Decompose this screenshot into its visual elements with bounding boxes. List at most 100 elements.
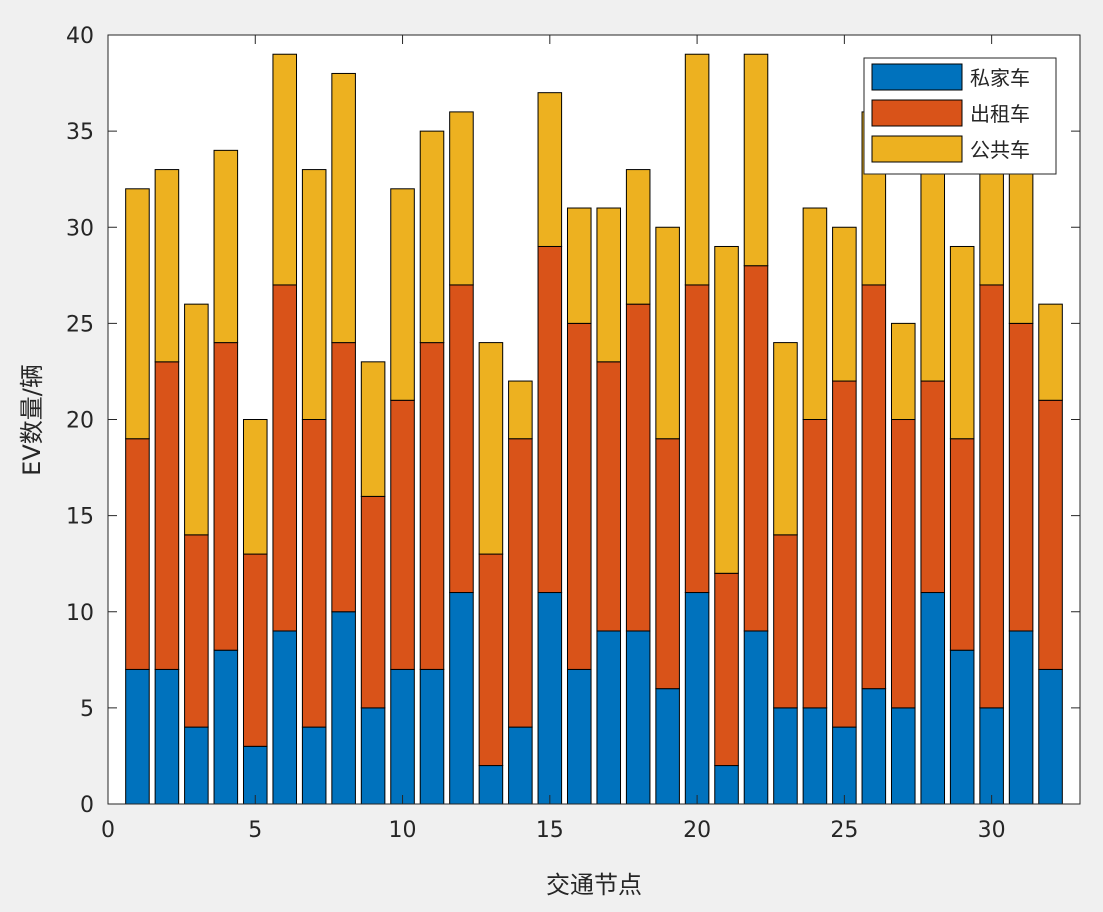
bar-series2-node-15 — [537, 245, 563, 594]
bar-series2-node-7 — [301, 419, 327, 728]
legend-swatch-series1 — [871, 63, 963, 91]
bar-series2-node-23 — [773, 534, 798, 709]
x-tick-label: 20 — [683, 818, 711, 843]
y-tick-label: 25 — [66, 312, 94, 337]
x-tick-label: 30 — [978, 818, 1006, 843]
bar-series2-node-29 — [949, 438, 975, 651]
bars-layer — [125, 53, 1063, 805]
bar-series3-node-22 — [743, 53, 769, 267]
x-tick-label: 10 — [389, 818, 417, 843]
bar-series1-node-27 — [890, 707, 916, 805]
bar-series3-node-21 — [714, 245, 739, 574]
bar-series3-node-29 — [949, 245, 975, 440]
bar-series3-node-27 — [890, 322, 916, 421]
bar-series1-node-8 — [331, 611, 356, 805]
y-axis-label: EV数量/辆 — [18, 364, 46, 476]
bar-series1-node-26 — [861, 688, 887, 805]
bar-series1-node-4 — [213, 649, 239, 805]
bar-series3-node-3 — [184, 303, 209, 536]
bar-series3-node-20 — [684, 53, 710, 286]
bar-series2-node-10 — [390, 399, 415, 670]
y-tick-label: 35 — [66, 120, 94, 145]
bar-series2-node-20 — [684, 284, 710, 594]
bar-series1-node-30 — [979, 707, 1004, 805]
bar-series2-node-18 — [625, 303, 651, 632]
bar-series1-node-17 — [596, 630, 622, 805]
x-tick-label: 0 — [101, 818, 115, 843]
x-tick-label: 25 — [830, 818, 858, 843]
bar-series1-node-1 — [125, 668, 150, 805]
bar-series3-node-14 — [508, 380, 533, 440]
bar-series3-node-5 — [242, 419, 268, 555]
bar-series3-node-16 — [566, 207, 592, 324]
bar-series2-node-9 — [360, 495, 386, 709]
y-tick-label: 0 — [80, 793, 94, 818]
bar-series3-node-2 — [154, 169, 180, 363]
bar-series1-node-20 — [684, 592, 710, 805]
bar-series2-node-24 — [802, 419, 828, 709]
bar-series1-node-10 — [390, 668, 415, 805]
x-axis-label: 交通节点 — [546, 871, 642, 899]
bar-series3-node-4 — [213, 149, 239, 344]
bar-series2-node-30 — [979, 284, 1004, 709]
bar-series3-node-23 — [773, 342, 798, 536]
bar-series2-node-22 — [743, 265, 769, 632]
bar-series3-node-1 — [125, 188, 150, 440]
bar-series3-node-32 — [1038, 303, 1063, 401]
y-tick-label: 15 — [66, 505, 94, 530]
bar-series1-node-14 — [508, 726, 533, 805]
bar-series3-node-13 — [478, 342, 504, 555]
bar-series1-node-18 — [625, 630, 651, 805]
bar-series2-node-3 — [184, 534, 209, 728]
y-tick-label: 40 — [66, 24, 94, 49]
bar-series3-node-9 — [360, 361, 386, 497]
bar-series3-node-18 — [625, 169, 651, 305]
bar-series3-node-24 — [802, 207, 828, 420]
bar-series1-node-21 — [714, 765, 739, 805]
bar-series1-node-2 — [154, 668, 180, 805]
bar-series2-node-21 — [714, 572, 739, 767]
bar-series2-node-25 — [832, 380, 857, 728]
bar-series1-node-22 — [743, 630, 769, 805]
bar-series1-node-11 — [419, 668, 445, 805]
bar-series2-node-4 — [213, 342, 239, 651]
bar-series1-node-15 — [537, 592, 563, 805]
y-tick-label: 10 — [66, 601, 94, 626]
bar-series2-node-6 — [272, 284, 298, 632]
bar-series1-node-3 — [184, 726, 209, 805]
bar-series1-node-24 — [802, 707, 828, 805]
bar-series3-node-12 — [449, 111, 474, 286]
bar-series1-node-19 — [655, 688, 680, 805]
bar-series2-node-1 — [125, 438, 150, 670]
y-tick-label: 20 — [66, 409, 94, 434]
bar-series2-node-26 — [861, 284, 887, 690]
y-tick-label: 30 — [66, 216, 94, 241]
bar-series2-node-16 — [566, 322, 592, 670]
bar-series3-node-31 — [1008, 169, 1034, 324]
bar-series3-node-6 — [272, 53, 298, 286]
bar-series1-node-13 — [478, 765, 504, 805]
bar-series1-node-16 — [566, 668, 592, 805]
bar-series3-node-15 — [537, 92, 563, 247]
bar-series2-node-17 — [596, 361, 622, 632]
bar-series2-node-28 — [920, 380, 946, 594]
bar-series3-node-8 — [331, 72, 356, 344]
bar-series1-node-6 — [272, 630, 298, 805]
legend-swatch-series2 — [871, 99, 963, 127]
bar-series3-node-25 — [832, 226, 857, 382]
bar-series3-node-7 — [301, 169, 327, 420]
bar-series3-node-10 — [390, 188, 415, 401]
legend-label-series1: 私家车 — [970, 66, 1030, 90]
bar-series3-node-11 — [419, 130, 445, 344]
bar-series2-node-32 — [1038, 399, 1063, 670]
bar-series2-node-13 — [478, 553, 504, 767]
bar-series2-node-14 — [508, 438, 533, 728]
bar-series1-node-12 — [449, 592, 474, 805]
bar-series1-node-28 — [920, 592, 946, 805]
bar-series1-node-31 — [1008, 630, 1034, 805]
bar-series1-node-7 — [301, 726, 327, 805]
legend-label-series3: 公共车 — [970, 138, 1030, 162]
